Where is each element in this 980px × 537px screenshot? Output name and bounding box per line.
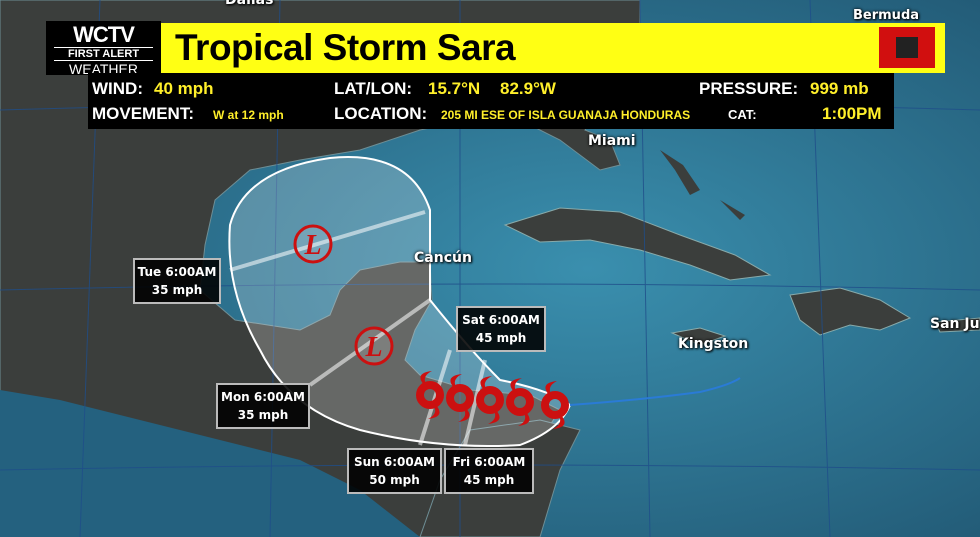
location-label: LOCATION: xyxy=(334,104,428,123)
forecast-wind: 45 mph xyxy=(475,331,527,345)
forecast-label-sat: Sat 6:00AM 45 mph xyxy=(456,306,546,352)
tropical-storm-icons xyxy=(416,371,569,429)
land-hispaniola xyxy=(789,287,912,336)
storm-info-panel: WIND: 40 mph MOVEMENT: W at 12 mph LAT/L… xyxy=(88,73,894,129)
pacific-ocean xyxy=(0,390,420,537)
wind-label: WIND: xyxy=(92,79,143,98)
latlon-label: LAT/LON: xyxy=(334,79,413,98)
page-title: Tropical Storm Sara xyxy=(175,27,516,68)
forecast-time: Fri 6:00AM xyxy=(452,455,526,469)
forecast-time: Sat 6:00AM xyxy=(462,313,540,327)
tropical-storm-icon xyxy=(446,374,474,422)
category-label: CAT: xyxy=(728,107,757,122)
tropical-storm-icon xyxy=(416,371,444,419)
city-label-cancun: Cancún xyxy=(414,250,472,266)
tropical-storm-icon xyxy=(506,378,534,426)
forecast-wind: 35 mph xyxy=(151,283,203,297)
lat-value: 15.7°N xyxy=(428,79,481,98)
pressure-label: PRESSURE: xyxy=(699,79,799,98)
city-label-kingston: Kingston xyxy=(678,336,749,352)
past-track-line xyxy=(569,377,741,406)
land-bahamas xyxy=(660,150,745,220)
forecast-label-tue: Tue 6:00AM 35 mph xyxy=(133,258,221,304)
logo-weather: WEATHER xyxy=(69,61,138,77)
svg-text:L: L xyxy=(364,332,382,363)
pressure-value: 999 mb xyxy=(810,79,869,98)
title-bar: Tropical Storm Sara xyxy=(161,23,945,73)
location-value: 205 MI ESE OF ISLA GUANAJA HONDURAS xyxy=(441,108,691,122)
tropical-storm-icon xyxy=(476,376,504,424)
logo-first-alert: FIRST ALERT xyxy=(54,47,153,61)
tropical-storm-icon xyxy=(541,381,569,429)
land-puerto-rico xyxy=(934,317,980,333)
city-label-dallas: Dallas xyxy=(225,0,274,8)
forecast-label-sun: Sun 6:00AM 50 mph xyxy=(347,448,442,494)
city-label-miami: Miami xyxy=(588,133,636,149)
forecast-wind: 45 mph xyxy=(463,473,515,487)
low-icon: L xyxy=(293,224,333,264)
land-jamaica xyxy=(670,327,727,346)
land-cuba xyxy=(503,207,772,281)
forecast-label-mon: Mon 6:00AM 35 mph xyxy=(216,383,310,429)
logo-callsign: WCTV xyxy=(73,22,135,47)
lon-value: 82.9°W xyxy=(500,79,556,98)
forecast-wind: 50 mph xyxy=(369,473,420,487)
tropical-storm-flag-icon xyxy=(879,27,935,68)
forecast-time: Mon 6:00AM xyxy=(221,390,305,404)
low-icon: L xyxy=(354,326,394,366)
forecast-time: Sun 6:00AM xyxy=(354,455,435,469)
station-logo: WCTV FIRST ALERT WEATHER xyxy=(46,21,161,77)
advisory-time: 1:00PM xyxy=(822,104,882,123)
movement-label: MOVEMENT: xyxy=(92,104,194,123)
forecast-time: Tue 6:00AM xyxy=(137,265,217,279)
city-label-san-juan: San Ju xyxy=(930,316,980,332)
svg-text:L: L xyxy=(303,230,321,261)
forecast-label-fri: Fri 6:00AM 45 mph xyxy=(444,448,534,494)
city-label-bermuda: Bermuda xyxy=(853,8,920,23)
movement-value: W at 12 mph xyxy=(213,108,284,122)
forecast-wind: 35 mph xyxy=(237,408,289,422)
wind-value: 40 mph xyxy=(154,79,214,98)
